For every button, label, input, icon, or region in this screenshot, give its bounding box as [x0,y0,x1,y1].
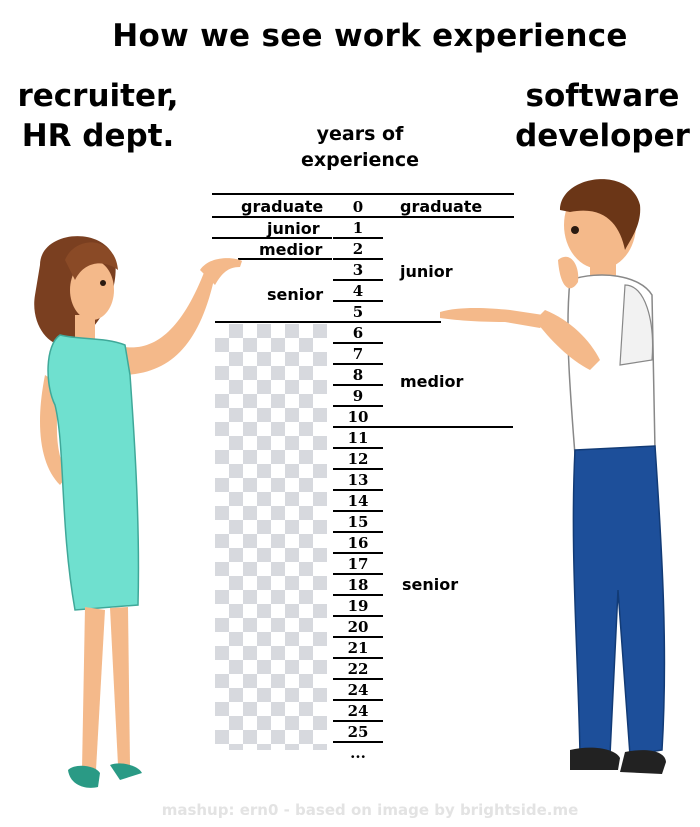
year-number: 11 [347,429,369,447]
recruiter-medior-label: medior [259,240,323,259]
year-number: 19 [347,597,369,615]
graduate-boundary-line [212,216,514,218]
page-title: How we see work experience [112,18,628,54]
year-tick [333,531,383,533]
year-number: 6 [352,324,364,342]
year-tick [333,300,383,302]
year-number: 1 [352,219,364,237]
year-tick [333,258,383,260]
year-tick [333,342,383,344]
year-tick [333,615,383,617]
developer-man-illustration [440,179,666,774]
year-tick [333,594,383,596]
year-tick [333,489,383,491]
year-tick [333,636,383,638]
year-tick [333,405,383,407]
year-number: 24 [347,681,369,699]
year-number: 12 [347,450,369,468]
year-number: 20 [347,618,369,636]
recruiter-graduate-label: graduate [241,197,324,216]
year-number: 3 [352,261,364,279]
year-tick [333,384,383,386]
credit-footer: mashup: ern0 - based on image by brights… [161,801,579,819]
developer-junior-label: junior [400,262,453,281]
developer-senior-label: senior [402,575,459,594]
year-tick [333,552,383,554]
recruiter-senior-boundary-line [215,321,441,323]
year-number: 18 [347,576,369,594]
developer-medior-label: medior [400,372,464,391]
year-number: 10 [347,408,369,426]
year-number: 13 [347,471,369,489]
year-number: 5 [352,303,364,321]
year-number: 22 [347,660,369,678]
year-number: 16 [347,534,369,552]
year-number: 15 [347,513,369,531]
developer-header: software developer [505,76,700,156]
year-number: 7 [352,345,364,363]
recruiter-junior-label: junior [267,219,320,238]
axis-label: years of experience [285,121,435,173]
recruiter-header: recruiter, HR dept. [8,76,188,156]
year-number: 17 [347,555,369,573]
year-tick [333,657,383,659]
recruiter-header-line-1: recruiter, [17,78,179,114]
year-tick [333,720,383,722]
developer-medior-boundary-line [333,426,513,428]
recruiter-header-line-2: HR dept. [21,118,175,154]
recruiter-senior-label: senior [267,285,324,304]
year-number: 21 [347,639,369,657]
developer-header-line-1: software [525,78,680,114]
axis-label-line-2: experience [300,149,420,171]
recruiter-woman-illustration [34,236,242,788]
year-tick [333,237,383,239]
year-number: 24 [347,702,369,720]
year-number: 8 [352,366,364,384]
year-number: 0 [352,198,364,216]
top-boundary-line [212,193,514,195]
year-tick [333,699,383,701]
year-number: ... [350,744,366,762]
year-tick [333,678,383,680]
recruiter-medior-line [238,258,332,260]
year-tick [333,741,383,743]
developer-graduate-label: graduate [400,197,483,216]
checkerboard-region [215,324,327,750]
year-number: 14 [347,492,369,510]
year-tick [333,468,383,470]
year-tick [333,363,383,365]
year-number: 9 [352,387,364,405]
year-tick [333,447,383,449]
year-tick [333,510,383,512]
recruiter-junior-line [212,237,332,239]
year-tick [333,279,383,281]
year-number: 25 [347,723,369,741]
axis-label-line-1: years of [316,123,404,145]
developer-header-line-2: developer [515,118,690,154]
year-tick [333,573,383,575]
year-number: 4 [352,282,364,300]
year-number: 2 [352,240,364,258]
